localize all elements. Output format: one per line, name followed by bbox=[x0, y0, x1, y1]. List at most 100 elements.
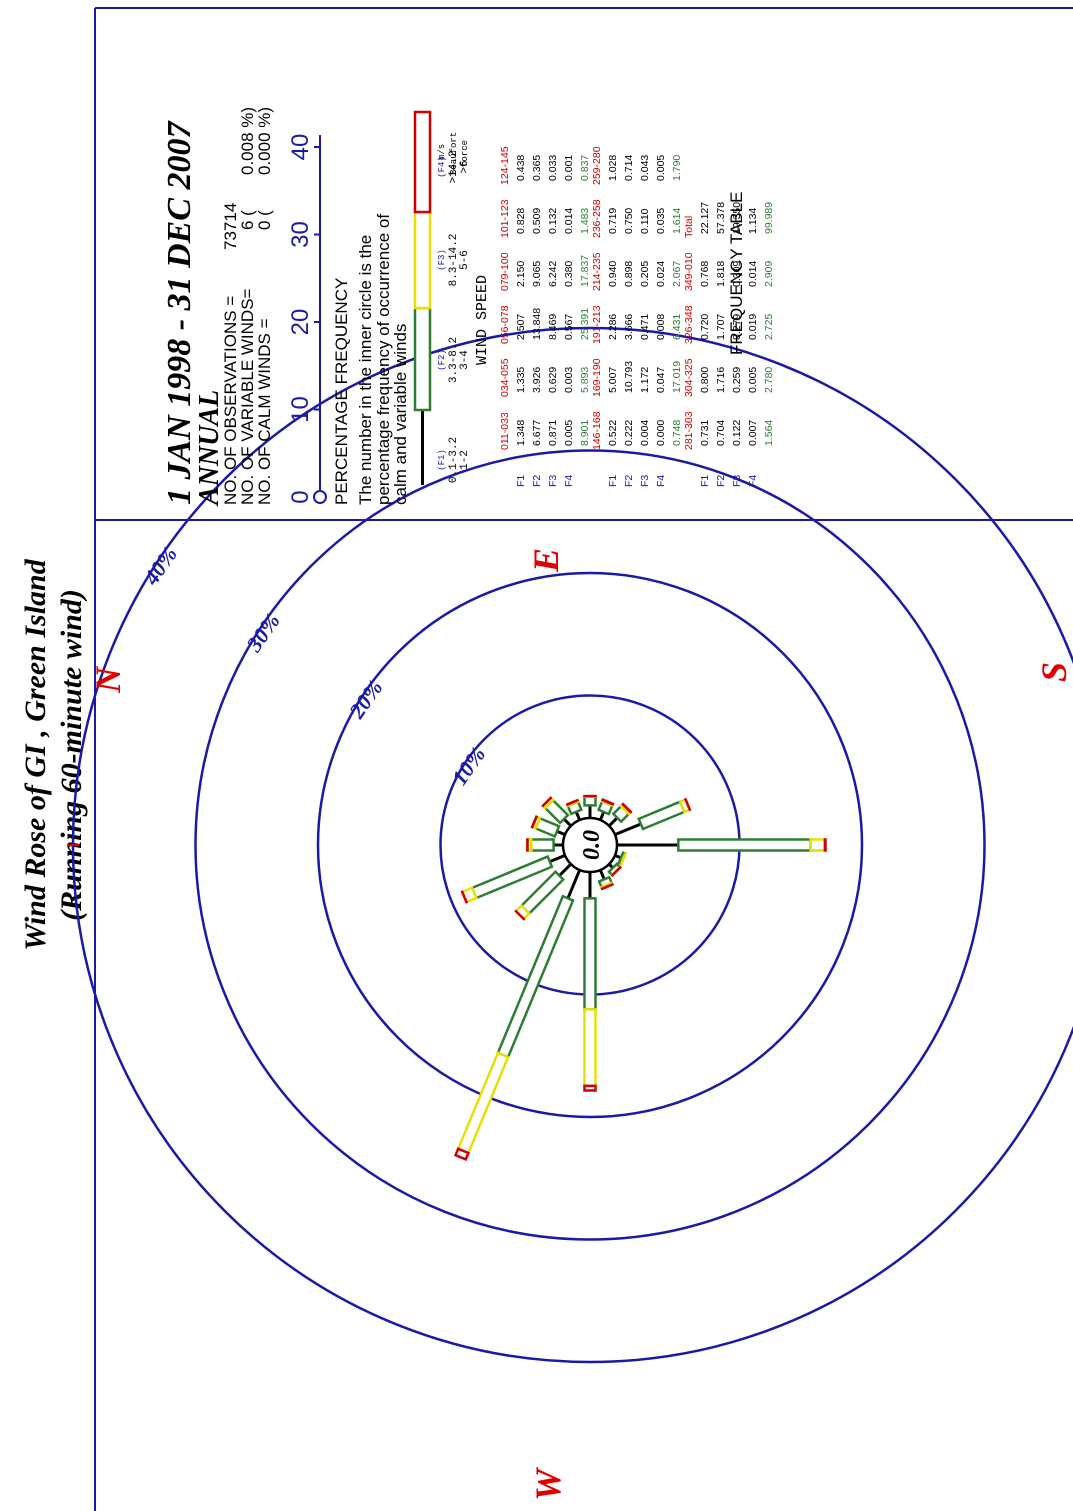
table-row-label: F2 bbox=[715, 475, 727, 487]
table-cell: 0.005 bbox=[655, 155, 667, 181]
table-total: 1.564 bbox=[763, 420, 775, 446]
chart-title: Wind Rose of GI , Green Island (Running … bbox=[19, 558, 88, 950]
table-row-label: F4 bbox=[747, 475, 759, 487]
table-cell: 0.014 bbox=[747, 261, 759, 287]
ring-30 bbox=[194, 449, 986, 1241]
table-cell: 5.007 bbox=[607, 367, 619, 393]
table-total: 6.431 bbox=[671, 314, 683, 340]
table-cell: 1.335 bbox=[515, 367, 527, 393]
table-cell: 0.005 bbox=[563, 420, 575, 446]
class-ms-2: 3.3-8.2 bbox=[448, 337, 460, 383]
table-total: 5.893 bbox=[579, 367, 591, 393]
table-total: 0.837 bbox=[579, 155, 591, 181]
table-header-056-078: 056-078 bbox=[499, 305, 511, 344]
table-cell: 0.714 bbox=[623, 155, 635, 181]
table-cell: 0.003 bbox=[563, 367, 575, 393]
table-total: 1.483 bbox=[579, 208, 591, 234]
table-header-011-033: 011-033 bbox=[499, 412, 511, 450]
table-header-079-100: 079-100 bbox=[499, 252, 511, 291]
table-cell: 10.793 bbox=[623, 361, 635, 393]
table-total: 2.909 bbox=[763, 261, 775, 287]
bar-F2-191-213 bbox=[637, 800, 687, 831]
bar-F2-349-010 bbox=[530, 838, 555, 852]
table-cell: 0.007 bbox=[747, 420, 759, 446]
table-cell: 0.471 bbox=[639, 314, 651, 340]
unit-beaufort: Beaufort bbox=[449, 132, 459, 175]
table-cell: 3.666 bbox=[623, 314, 635, 340]
table-cell: 13.848 bbox=[531, 308, 543, 340]
table-cell: 0.001 bbox=[563, 155, 575, 181]
frequency-table: 011-033 034-055 056-078 079-100 101-123 124-1… bbox=[499, 146, 775, 487]
table-header-281-303: 281-303 bbox=[683, 411, 695, 450]
table-header-101-123: 101-123 bbox=[499, 199, 511, 238]
table-cell: 0.005 bbox=[747, 367, 759, 393]
table-cell: 0.704 bbox=[715, 420, 727, 446]
table-cell: 0.438 bbox=[515, 155, 527, 181]
bar-F3-169-190 bbox=[809, 838, 827, 852]
table-header-146-168: 146-168 bbox=[591, 411, 603, 450]
legend-note-line-2: percentage frequency of occurrence of bbox=[374, 214, 393, 505]
table-cell: 2.507 bbox=[515, 314, 527, 340]
calm-winds-pct: 0.000 %) bbox=[255, 107, 274, 175]
bar-F1-326-348 bbox=[556, 829, 566, 837]
table-header-349-010: 349-010 bbox=[683, 252, 695, 291]
table-row-label: F1 bbox=[607, 475, 619, 487]
table-row-label: F2 bbox=[623, 475, 635, 487]
table-cell: 0.731 bbox=[699, 420, 711, 446]
speedbar-F3 bbox=[413, 210, 432, 310]
table-cell: 0.132 bbox=[547, 208, 559, 234]
class-beaufort-1: 1-2 bbox=[459, 450, 471, 470]
variable-winds-pct: 0.008 %) bbox=[238, 107, 257, 175]
variable-winds-value: 6 ( bbox=[238, 210, 257, 230]
compass-south: S bbox=[1034, 662, 1073, 682]
table-header-124-145: 124-145 bbox=[499, 146, 511, 185]
speedbar-F2 bbox=[413, 306, 432, 412]
obs-label: NO. OF OBSERVATIONS = bbox=[221, 296, 240, 505]
bar-F4-101-123 bbox=[600, 882, 614, 891]
class-ms-3: 8.3-14.2 bbox=[448, 234, 460, 287]
scale-label-30: 30 bbox=[287, 221, 314, 248]
class-beaufort-3: 5-6 bbox=[459, 250, 471, 270]
info-panel: 1 JAN 1998 - 31 DEC 2007 ANNUAL NO. OF O… bbox=[161, 107, 775, 507]
table-cell: 0.019 bbox=[747, 314, 759, 340]
table-header-236-258: 236-258 bbox=[591, 199, 603, 238]
table-total: 2.067 bbox=[671, 261, 683, 287]
bar-F1-011-033 bbox=[549, 853, 566, 864]
table-cell: 0.719 bbox=[607, 208, 619, 234]
class-ms-1: 0.1-3.2 bbox=[448, 437, 460, 483]
table-cell: 0.522 bbox=[607, 420, 619, 446]
scale-label-0: 0 bbox=[287, 490, 314, 503]
table-cell: 0.024 bbox=[655, 261, 667, 287]
table-cell: 1.028 bbox=[607, 155, 619, 181]
bar-F1-101-123 bbox=[598, 869, 606, 880]
bar-F2-169-190 bbox=[677, 838, 812, 852]
title-line-2: (Running 60-minute wind) bbox=[55, 589, 88, 921]
table-row-label: F4 bbox=[655, 475, 667, 487]
bar-F4-124-145 bbox=[610, 865, 622, 877]
bar-F4-011-033 bbox=[460, 890, 469, 904]
table-cell: 1.134 bbox=[747, 208, 759, 234]
title-line-1: Wind Rose of GI , Green Island bbox=[19, 558, 52, 950]
table-header-326-348: 326-348 bbox=[683, 305, 695, 344]
table-cell: 0.004 bbox=[639, 420, 651, 446]
table-cell: 0.035 bbox=[655, 208, 667, 234]
frequency-table-caption: FREQUENCY TABLE bbox=[727, 192, 746, 355]
table-total: 1.614 bbox=[671, 208, 683, 234]
table-total: 99.989 bbox=[763, 202, 775, 234]
bar-F1-236-258 bbox=[598, 811, 606, 821]
scale-label-20: 20 bbox=[287, 309, 314, 336]
class-code-3: (F3) bbox=[437, 249, 447, 271]
table-total: 8.901 bbox=[579, 420, 591, 446]
table-cell: 0.567 bbox=[563, 314, 575, 340]
table-cell: 0.008 bbox=[655, 314, 667, 340]
bar-F2-056-078 bbox=[496, 894, 575, 1059]
period-label: ANNUAL bbox=[194, 390, 225, 507]
bar-F1-034-055 bbox=[558, 863, 572, 877]
table-row-label: F2 bbox=[531, 475, 543, 487]
table-cell: 0.043 bbox=[639, 155, 651, 181]
bar-F2-259-280 bbox=[583, 795, 597, 807]
table-cell: 0.750 bbox=[623, 208, 635, 234]
bar-F1-191-213 bbox=[614, 822, 642, 837]
table-cell: 1.707 bbox=[715, 314, 727, 340]
